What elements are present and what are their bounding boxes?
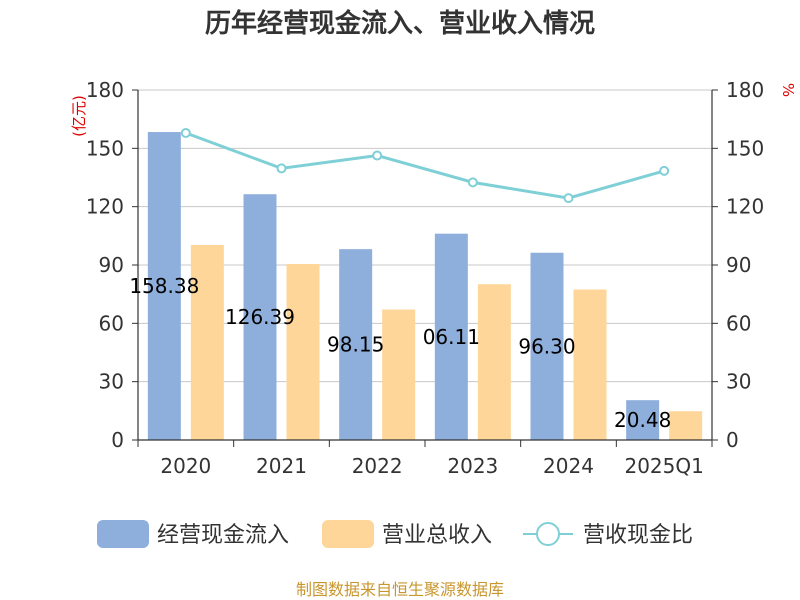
bar-cash-inflow [147,132,181,441]
data-source: 制图数据来自恒生聚源数据库 [296,580,504,599]
bar-cash-inflow [339,249,373,440]
left-tick-label: 90 [99,253,124,277]
left-tick-label: 150 [86,136,124,160]
bar-cash-inflow [243,194,277,440]
bar-cash-inflow [434,233,468,440]
right-axis-unit: % [779,83,797,97]
left-axis-unit: (亿元) [70,95,88,137]
right-tick-label: 30 [726,370,751,394]
legend-marker [536,522,560,546]
left-tick-label: 0 [111,428,124,452]
bar-revenue [286,264,320,440]
gridlines [138,89,712,383]
bar-value-label: 06.11 [423,325,480,349]
ratio-line [180,127,670,204]
x-tick-label: 2023 [447,454,498,478]
right-tick-label: 150 [726,136,764,160]
ratio-line-point [372,150,383,161]
left-tick-label: 30 [99,370,124,394]
ratio-line-path [185,131,665,200]
bar-value-label: 98.15 [327,333,384,357]
left-tick-label: 180 [86,78,124,102]
ratio-line-point [180,127,191,138]
bar-value-label: 126.39 [225,305,295,329]
bar-value-label: 96.30 [518,334,575,358]
legend-swatch [322,520,374,548]
right-tick-label: 90 [726,253,751,277]
legend-label: 经营现金流入 [157,523,289,548]
bars [147,132,703,441]
right-tick-label: 120 [726,195,764,219]
left-tick-label: 60 [99,311,124,335]
ratio-line-point [563,193,574,204]
chart-title: 历年经营现金流入、营业收入情况 [205,8,595,39]
left-tick-label: 120 [86,195,124,219]
x-tick-label: 2020 [160,454,211,478]
bar-revenue [669,411,703,440]
x-tick-label: 2021 [256,454,307,478]
bar-revenue [190,244,224,440]
x-tick-label: 2025Q1 [624,454,703,478]
legend-swatch [97,520,149,548]
x-tick-label: 2024 [543,454,594,478]
x-tick-label: 2022 [352,454,403,478]
bar-revenue [382,309,416,440]
ratio-line-point [659,165,670,176]
ratio-line-point [467,177,478,188]
bar-value-labels: 158.38 126.39 98.15 06.11 96.30 20.48 [129,274,671,432]
right-tick-label: 60 [726,311,751,335]
ratio-line-point [276,163,287,174]
bar-cash-inflow [626,400,660,440]
right-tick-label: 180 [726,78,764,102]
bar-value-label: 20.48 [614,408,671,432]
bar-cash-inflow [530,252,564,440]
bar-value-label: 158.38 [129,274,199,298]
legend-label: 营业总收入 [382,523,492,548]
legend: 经营现金流入 营业总收入 营收现金比 [97,520,693,548]
right-tick-label: 0 [726,428,739,452]
bar-revenue [573,289,607,440]
legend-label: 营收现金比 [583,523,693,548]
axes: 0 30 60 90 120 150 180 0 30 60 90 120 150 180 2020 2021… [86,78,764,478]
bar-revenue [477,284,511,440]
